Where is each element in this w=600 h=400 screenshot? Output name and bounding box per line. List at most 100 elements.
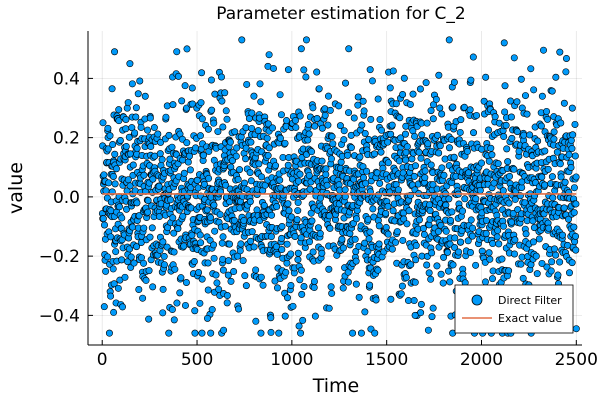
data-point	[296, 170, 304, 178]
data-point	[165, 131, 173, 139]
data-point	[406, 100, 414, 108]
data-point	[277, 111, 285, 119]
data-point	[272, 243, 280, 251]
data-point	[156, 150, 164, 158]
data-point	[568, 145, 576, 153]
data-point	[107, 207, 115, 215]
data-point	[411, 162, 419, 170]
data-point	[128, 80, 136, 88]
data-point	[324, 121, 332, 129]
data-point	[295, 322, 303, 330]
data-point	[513, 128, 521, 136]
data-point	[326, 106, 334, 114]
data-point	[219, 255, 227, 263]
data-point	[466, 249, 474, 257]
data-point	[412, 242, 420, 250]
data-point	[439, 279, 447, 287]
y-tick-label: −0.2	[39, 247, 80, 267]
data-point	[345, 109, 353, 117]
data-point	[423, 261, 431, 269]
data-point	[173, 299, 181, 307]
data-point	[420, 231, 428, 239]
data-point	[447, 216, 455, 224]
data-point	[322, 171, 330, 179]
data-point	[227, 277, 235, 285]
data-point	[384, 159, 392, 167]
data-point	[291, 116, 299, 124]
data-point	[302, 73, 310, 81]
data-point	[145, 315, 153, 323]
data-point	[310, 284, 318, 292]
data-point	[264, 120, 272, 128]
data-point	[535, 235, 543, 243]
data-point	[344, 151, 352, 159]
data-point	[118, 256, 126, 264]
data-point	[430, 101, 438, 109]
data-point	[235, 305, 243, 313]
data-point	[438, 110, 446, 118]
data-point	[403, 143, 411, 151]
data-point	[219, 266, 227, 274]
data-point	[281, 139, 289, 147]
data-point	[278, 223, 286, 231]
data-point	[538, 92, 546, 100]
data-point	[450, 153, 458, 161]
data-point	[568, 259, 576, 267]
data-point	[230, 216, 238, 224]
data-point	[105, 179, 113, 187]
data-point	[308, 217, 316, 225]
data-point	[417, 154, 425, 162]
data-point	[104, 124, 112, 132]
data-point	[466, 106, 474, 114]
data-point	[250, 92, 258, 100]
data-point	[438, 164, 446, 172]
data-point	[192, 144, 200, 152]
y-tick-label: 0.0	[53, 188, 80, 208]
data-point	[399, 90, 407, 98]
data-point	[541, 181, 549, 189]
data-point	[327, 283, 335, 291]
data-point	[448, 136, 456, 144]
data-point	[366, 66, 374, 74]
data-point	[193, 176, 201, 184]
data-point	[210, 241, 218, 249]
data-point	[190, 257, 198, 265]
data-point	[567, 136, 575, 144]
data-point	[135, 212, 143, 220]
data-point	[106, 132, 114, 140]
data-point	[207, 214, 215, 222]
data-point	[242, 282, 250, 290]
data-point	[122, 115, 130, 123]
data-point	[425, 269, 433, 277]
data-point	[508, 134, 516, 142]
data-point	[401, 130, 409, 138]
data-point	[173, 48, 181, 56]
data-point	[299, 316, 307, 324]
data-point	[572, 325, 580, 333]
data-point	[399, 236, 407, 244]
data-point	[226, 138, 234, 146]
data-point	[361, 239, 369, 247]
data-point	[252, 266, 260, 274]
x-axis-label: Time	[312, 375, 360, 397]
data-point	[318, 249, 326, 257]
data-point	[205, 174, 213, 182]
data-point	[287, 213, 295, 221]
data-point	[127, 253, 135, 261]
data-point	[149, 175, 157, 183]
data-point	[107, 292, 115, 300]
data-point	[565, 215, 573, 223]
data-point	[368, 77, 376, 85]
data-point	[392, 100, 400, 108]
data-point	[104, 253, 112, 261]
data-point	[335, 102, 343, 110]
data-point	[296, 276, 304, 284]
data-point	[165, 329, 173, 337]
data-point	[237, 240, 245, 248]
data-point	[324, 92, 332, 100]
data-point	[409, 90, 417, 98]
data-point	[393, 228, 401, 236]
data-point	[384, 138, 392, 146]
data-point	[567, 164, 575, 172]
data-point	[181, 82, 189, 90]
